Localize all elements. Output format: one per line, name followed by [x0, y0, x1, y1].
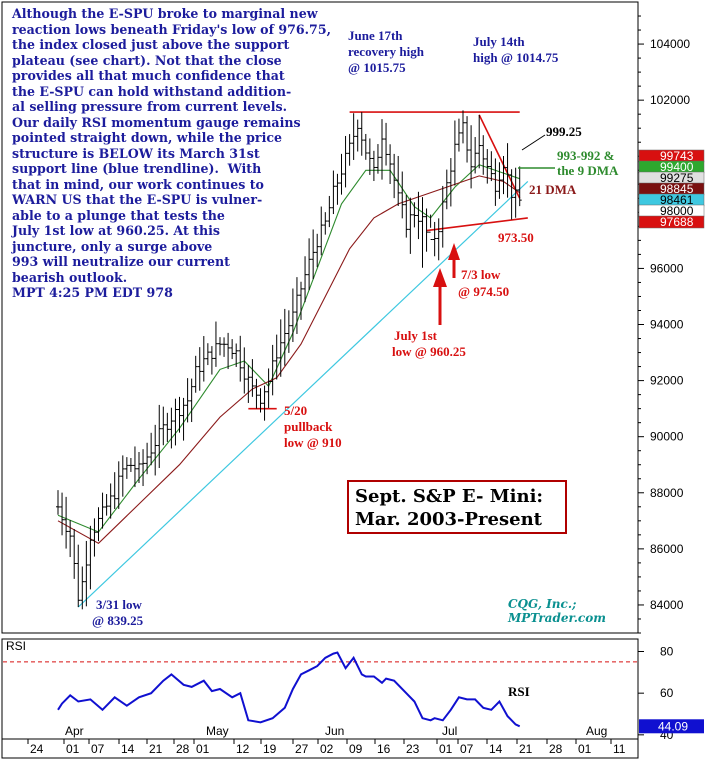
x-day-label: 01 — [439, 742, 453, 756]
rsi-line-label: RSI — [508, 684, 530, 699]
x-day-label: 19 — [263, 742, 277, 756]
trendline — [478, 114, 521, 199]
x-day-label: 14 — [121, 742, 135, 756]
chart-title: Sept. S&P E- Mini: — [355, 486, 544, 507]
level-999-label: 999.25 — [546, 124, 582, 139]
rsi-line — [57, 651, 521, 728]
x-day-label: 14 — [489, 742, 503, 756]
x-day-label: 28 — [549, 742, 563, 756]
price-tag-label: 97688 — [660, 215, 694, 229]
price-y-tick-label: 84000 — [650, 598, 684, 612]
dma9-annotation-2: the 9 DMA — [557, 163, 619, 178]
july3-arrow-head — [448, 243, 460, 260]
x-day-label: 24 — [30, 742, 44, 756]
price-tag-label: 99743 — [660, 149, 694, 163]
price-bars — [56, 110, 522, 610]
july3-annotation-2: @ 974.50 — [458, 284, 509, 299]
x-month-label: Apr — [65, 724, 84, 738]
price-y-tick-label: 102000 — [650, 93, 690, 107]
rsi-panel-label: RSI — [6, 639, 26, 653]
moving-averages — [57, 164, 521, 544]
x-day-label: 01 — [66, 742, 80, 756]
time-axis-frame — [1, 738, 639, 759]
x-day-label: 21 — [519, 742, 533, 756]
july1-arrow-head — [433, 268, 447, 287]
price-y-tick-label: 88000 — [650, 486, 684, 500]
chart-title-box: Sept. S&P E- Mini: Mar. 2003-Present — [347, 480, 567, 534]
x-day-label: 16 — [377, 742, 391, 756]
x-day-label: 21 — [149, 742, 163, 756]
price-tag-label: 99275 — [660, 171, 694, 185]
x-month-label: Jun — [325, 724, 344, 738]
price-tag-label: 98461 — [660, 193, 694, 207]
mar31-annotation-2: @ 839.25 — [92, 613, 144, 628]
annotations: June 17th recovery high @ 1015.75 July 1… — [92, 28, 619, 628]
price-y-tick-label: 96000 — [650, 261, 684, 275]
rsi-y-tick-label: 80 — [660, 645, 674, 659]
moving-average-line — [57, 175, 521, 544]
x-day-label: 27 — [295, 742, 309, 756]
x-month-label: Aug — [586, 724, 607, 738]
trendline — [426, 217, 528, 232]
chart-subtitle: Mar. 2003-Present — [355, 509, 542, 530]
july1-annotation-2: low @ 960.25 — [392, 344, 466, 359]
price-tag-label: 98845 — [660, 182, 694, 196]
rsi-last-value-tag — [639, 719, 704, 734]
rsi-panel: RSI 44.09 — [3, 651, 704, 734]
price-y-axis: 8400086000880009000092000940009600098000… — [638, 15, 690, 634]
credit: CQG, Inc.; MPTrader.com — [508, 597, 606, 625]
x-day-label: 09 — [349, 742, 363, 756]
july14-annotation-1: July 14th — [473, 34, 525, 49]
level-999-leader — [521, 134, 546, 151]
june17-annotation-1: June 17th — [348, 28, 403, 43]
price-y-tick-label: 94000 — [650, 318, 684, 332]
x-day-label: 12 — [236, 742, 250, 756]
price-panel-frame — [1, 1, 639, 634]
rsi-y-tick-label: 60 — [660, 686, 674, 700]
july1-annotation-1: July 1st — [394, 328, 438, 343]
price-y-tick-label: 92000 — [650, 374, 684, 388]
july14-annotation-2: high @ 1014.75 — [473, 50, 559, 65]
x-day-label: 28 — [176, 742, 190, 756]
price-tag-label: 99400 — [660, 160, 694, 174]
may20-annotation-3: low @ 910 — [284, 435, 342, 450]
level-973-label: 973.50 — [498, 230, 534, 245]
x-day-label: 07 — [91, 742, 105, 756]
june17-annotation-3: @ 1015.75 — [348, 60, 406, 75]
june17-annotation-2: recovery high — [348, 44, 425, 59]
commentary-text: Although the E-SPU broke to marginal new… — [12, 6, 331, 300]
credit-line-1: CQG, Inc.; — [508, 597, 577, 611]
x-day-label: 01 — [196, 742, 210, 756]
price-y-tick-label: 86000 — [650, 542, 684, 556]
x-day-label: 11 — [613, 742, 626, 756]
time-axis: 24 01 07 14 21 28 01 12 19 27 02 09 16 23 01 07 14 21 28 01… — [27, 724, 626, 756]
july3-annotation-1: 7/3 low — [461, 267, 501, 282]
mar31-annotation-1: 3/31 low — [96, 597, 142, 612]
may20-annotation-1: 5/20 — [284, 403, 307, 418]
annotation-arrows — [433, 134, 555, 325]
x-day-label: 07 — [460, 742, 474, 756]
price-y-tick-label: 90000 — [650, 430, 684, 444]
price-y-tick-label: 104000 — [650, 37, 690, 51]
may20-annotation-2: pullback — [284, 419, 333, 434]
x-month-label: Jul — [442, 724, 457, 738]
rsi-last-value-label: 44.09 — [658, 719, 688, 733]
x-day-label: 02 — [320, 742, 334, 756]
dma21-label: 21 DMA — [529, 182, 577, 197]
price-tag-label: 98000 — [660, 204, 694, 218]
credit-line-2: MPTrader.com — [508, 611, 606, 625]
x-day-label: 01 — [578, 742, 592, 756]
x-day-label: 23 — [406, 742, 420, 756]
rsi-panel-frame — [1, 638, 639, 740]
price-tag — [638, 215, 705, 229]
dma9-annotation-1: 993-992 & — [557, 148, 615, 163]
x-month-label: May — [206, 724, 229, 738]
